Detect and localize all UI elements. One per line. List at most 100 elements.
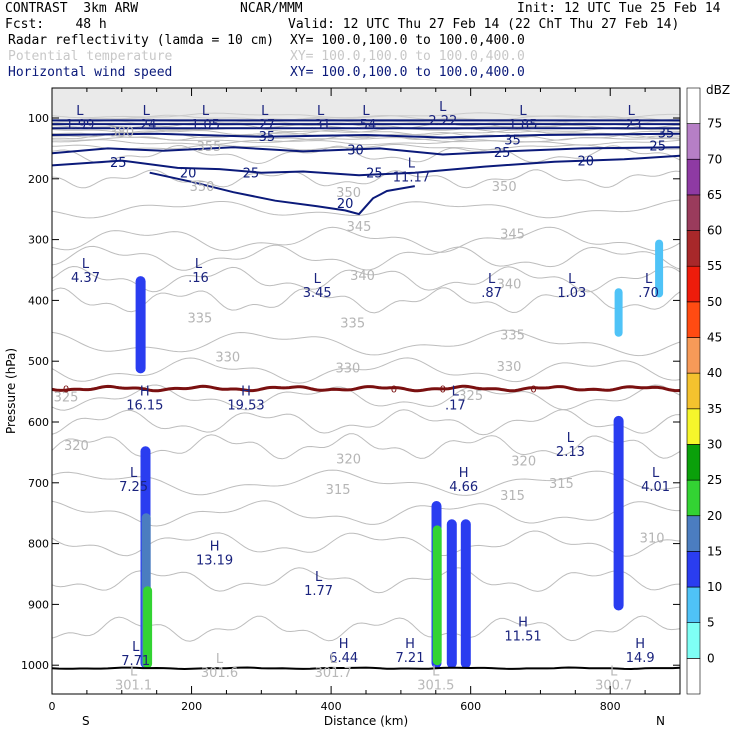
theta-contour-line: [52, 409, 680, 436]
extremum-value: 6.44: [329, 651, 358, 666]
extremum-kind: L: [82, 257, 90, 272]
extremum-kind: L: [452, 385, 460, 400]
terrain-line: [51, 666, 681, 671]
extremum-value: 3.45: [303, 286, 332, 301]
theta-contour-label: 345: [347, 220, 372, 235]
wind-contour-label: 25: [366, 167, 383, 182]
extremum-kind: L: [408, 157, 416, 172]
x-end-label-right: N: [656, 714, 665, 728]
theta-contour-label: 350: [492, 180, 517, 195]
colorbar-swatch: [686, 372, 701, 410]
theta-contour-label: 315: [549, 477, 574, 492]
extremum-value: 2.22: [428, 114, 457, 129]
extremum-marker: L3.45: [303, 272, 332, 301]
wind-contour-label: 30: [347, 144, 364, 159]
ground-line: [51, 666, 681, 671]
theta-contour-line: [52, 129, 680, 136]
y-tick-label: 500: [28, 355, 49, 368]
colorbar-swatch: [686, 301, 701, 338]
theta-contour-line: [52, 265, 680, 293]
theta-contour-label: 380: [109, 125, 134, 140]
extremum-marker: L.17: [445, 385, 466, 414]
extremum-marker: H16.15: [126, 385, 163, 414]
theta-contour-label: 310: [640, 532, 665, 547]
theta-contour-label: 335: [340, 316, 365, 331]
wind-contour-label: 25: [110, 156, 127, 171]
center-name: NCAR/MMM: [240, 1, 303, 16]
extremum-marker: L.87: [481, 272, 502, 301]
extremum-kind: H: [241, 385, 251, 400]
x-axis-title: Distance (km): [324, 714, 408, 728]
theta-contour-label: 355: [197, 140, 222, 155]
extrema-labels: L1.99L.24L1.05L.27L.31L.54L2.22L1.85L.23…: [65, 100, 670, 693]
extremum-kind: L: [652, 466, 660, 481]
extremum-value: .54: [356, 118, 377, 133]
extremum-kind: L: [195, 257, 203, 272]
y-tick-label: 800: [28, 538, 49, 551]
extremum-marker: H11.51: [504, 616, 541, 645]
wind-contour-label: 35: [504, 133, 521, 148]
wind-contour-line: [52, 154, 680, 177]
theta-contour-line: [52, 169, 680, 189]
theta-contour-label: 320: [336, 453, 361, 468]
theta-contour-label: 340: [497, 277, 522, 292]
extremum-value: 7.25: [119, 480, 148, 495]
extremum-marker: H6.44: [329, 637, 358, 666]
extremum-value: .31: [310, 118, 331, 133]
theta-contour-line: [52, 136, 680, 143]
field-xy-reflectivity: XY= 100.0,100.0 to 100.0,400.0: [290, 33, 525, 48]
theta-dense-band: [52, 88, 680, 125]
extremum-kind: L: [432, 664, 440, 679]
colorbar-level-label: 25: [707, 473, 722, 487]
extremum-marker: L.31: [310, 104, 331, 133]
extremum-value: 4.37: [71, 271, 100, 286]
wind-contour-label: 25: [243, 167, 260, 182]
extremum-kind: L: [315, 570, 323, 585]
colorbar-swatch: [686, 159, 701, 196]
reflectivity-cell: [143, 586, 153, 669]
model-title: CONTRAST 3km ARW: [5, 1, 139, 16]
colorbar-swatch: [686, 337, 701, 374]
zero-contour-line: [52, 384, 680, 393]
colorbar-swatch: [686, 123, 701, 160]
theta-contour-label: 350: [336, 186, 361, 201]
colorbar-level-label: 0: [707, 651, 715, 665]
theta-contour-label: 320: [64, 439, 89, 454]
theta-contour-label: 340: [350, 269, 375, 284]
extremum-kind: L: [519, 104, 527, 119]
extremum-marker: L1.77: [304, 570, 333, 599]
extremum-kind: L: [628, 104, 636, 119]
y-tick-label: 700: [28, 477, 49, 490]
extremum-value: 301.7: [315, 666, 352, 681]
theta-contour-label: 315: [500, 489, 525, 504]
extremum-kind: L: [143, 104, 151, 119]
x-tick-label: 800: [600, 700, 621, 713]
theta-contour-line: [52, 139, 680, 146]
field-name-reflectivity: Radar reflectivity (lamda = 10 cm): [8, 33, 275, 48]
extremum-kind: L: [645, 272, 653, 287]
extremum-marker: L1.05: [191, 104, 220, 133]
theta-contour-label: 350: [190, 180, 215, 195]
y-tick-label: 600: [28, 416, 49, 429]
colorbar-swatch: [686, 444, 701, 481]
extremum-value: .23: [621, 118, 642, 133]
theta-contour-label: 315: [326, 483, 351, 498]
extremum-marker: H14.9: [626, 637, 655, 666]
extremum-marker: L.24: [136, 104, 157, 133]
extremum-marker: L11.17: [393, 157, 430, 186]
reflectivity-cell: [135, 276, 146, 374]
extremum-value: .16: [188, 271, 209, 286]
wind-speed-contours: [52, 119, 680, 216]
colorbar-swatch: [686, 479, 701, 517]
reflectivity-cell: [432, 525, 442, 666]
reflectivity-cell: [460, 519, 471, 669]
y-tick-label: 300: [28, 234, 49, 247]
theta-contour-line: [52, 567, 680, 594]
extremum-value: 7.71: [121, 654, 150, 669]
extremum-kind: L: [216, 652, 224, 667]
